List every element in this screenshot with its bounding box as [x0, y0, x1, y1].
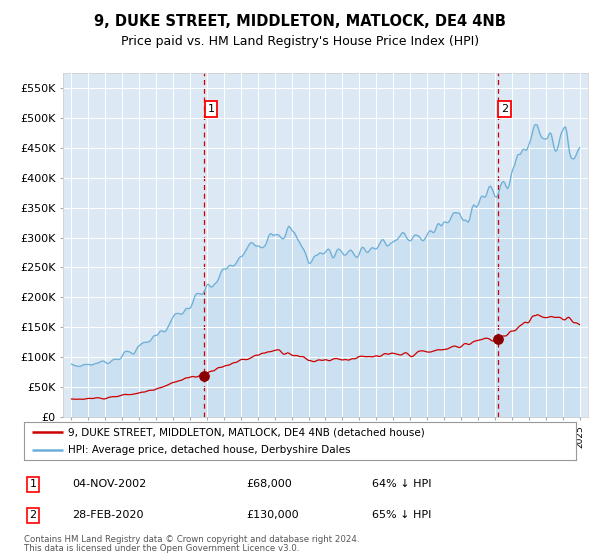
Text: 9, DUKE STREET, MIDDLETON, MATLOCK, DE4 4NB: 9, DUKE STREET, MIDDLETON, MATLOCK, DE4 …	[94, 14, 506, 29]
Text: 28-FEB-2020: 28-FEB-2020	[72, 510, 143, 520]
Text: HPI: Average price, detached house, Derbyshire Dales: HPI: Average price, detached house, Derb…	[68, 445, 350, 455]
Text: 04-NOV-2002: 04-NOV-2002	[72, 479, 146, 489]
Text: £130,000: £130,000	[246, 510, 299, 520]
Text: 64% ↓ HPI: 64% ↓ HPI	[372, 479, 431, 489]
Point	[493, 335, 502, 344]
Text: 1: 1	[208, 104, 215, 114]
Text: 2: 2	[29, 510, 37, 520]
Text: 9, DUKE STREET, MIDDLETON, MATLOCK, DE4 4NB (detached house): 9, DUKE STREET, MIDDLETON, MATLOCK, DE4 …	[68, 427, 425, 437]
Text: This data is licensed under the Open Government Licence v3.0.: This data is licensed under the Open Gov…	[24, 544, 299, 553]
Text: Price paid vs. HM Land Registry's House Price Index (HPI): Price paid vs. HM Land Registry's House …	[121, 35, 479, 48]
Text: 1: 1	[29, 479, 37, 489]
Text: £68,000: £68,000	[246, 479, 292, 489]
Text: 65% ↓ HPI: 65% ↓ HPI	[372, 510, 431, 520]
Text: Contains HM Land Registry data © Crown copyright and database right 2024.: Contains HM Land Registry data © Crown c…	[24, 535, 359, 544]
Point	[199, 372, 209, 381]
Text: 2: 2	[501, 104, 508, 114]
